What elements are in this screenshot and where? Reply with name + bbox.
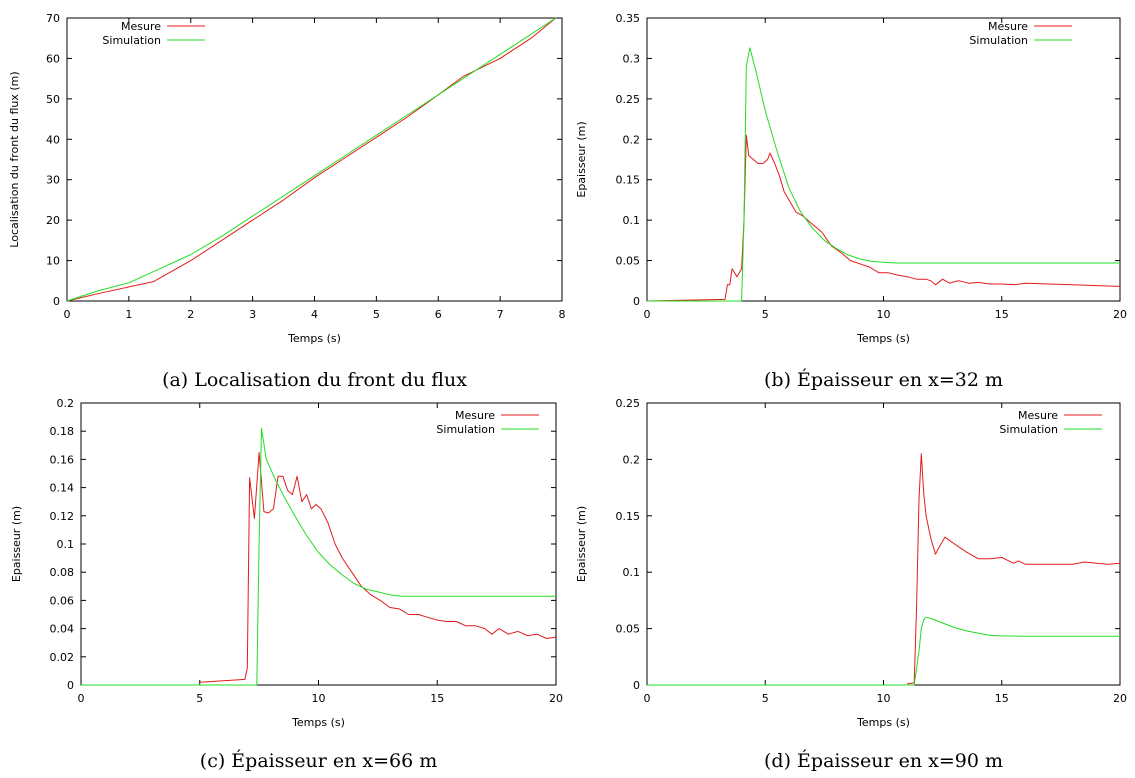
x-tick-label: 5 <box>196 692 203 705</box>
y-tick-label: 0.14 <box>50 482 75 495</box>
plot-frame <box>66 17 563 302</box>
x-tick-label: 0 <box>644 692 651 705</box>
chart-panel: 0 5 10 15 20 0 0.05 0.1 0.15 0.2 0.25 Temps (s) Epai… <box>575 397 1127 772</box>
legend-label: Mesure <box>121 20 161 33</box>
y-tick-label: 0.16 <box>50 453 75 466</box>
y-tick-label: 0.12 <box>50 510 75 523</box>
y-tick-label: 0.2 <box>57 397 75 410</box>
y-tick-label: 0.2 <box>623 133 641 146</box>
y-tick-label: 0.02 <box>50 651 75 664</box>
legend-label: Simulation <box>436 423 495 436</box>
y-tick-label: 0 <box>633 679 640 692</box>
series-line-mesure <box>907 453 1121 685</box>
y-tick-label: 10 <box>46 255 60 268</box>
y-tick-label: 0 <box>633 295 640 308</box>
chart-panel: 0 5 10 15 20 0 0.05 0.1 0.15 0.2 0.25 0.3 0.35 Temps … <box>575 12 1127 391</box>
x-tick-label: 15 <box>430 692 444 705</box>
y-tick-label: 0.25 <box>616 397 641 410</box>
y-axis-label: Epaisseur (m) <box>10 506 23 582</box>
x-tick-label: 7 <box>497 308 504 321</box>
y-tick-label: 0.06 <box>50 594 75 607</box>
y-tick-label: 0.05 <box>616 255 641 268</box>
x-tick-label: 3 <box>249 308 256 321</box>
chart-panel: 0 1 2 3 4 5 6 7 8 0 10 20 30 40 50 60 70 Temps (s) Localis… <box>8 12 566 391</box>
y-tick-label: 0.1 <box>623 214 641 227</box>
plot-frame <box>80 402 557 686</box>
y-axis-label: Epaisseur (m) <box>575 506 588 582</box>
series-line-mesure <box>66 17 557 302</box>
x-tick-label: 0 <box>78 692 85 705</box>
x-tick-label: 20 <box>549 692 563 705</box>
x-axis-label: Temps (s) <box>856 332 910 345</box>
series-line-mesure <box>199 451 557 683</box>
y-tick-label: 0.05 <box>616 623 641 636</box>
x-tick-label: 2 <box>187 308 194 321</box>
series-line-simulation <box>66 17 557 302</box>
figure-caption: (c) Épaisseur en x=66 m <box>200 749 437 772</box>
x-tick-label: 10 <box>877 692 891 705</box>
x-tick-label: 0 <box>64 308 71 321</box>
x-tick-label: 4 <box>311 308 318 321</box>
x-tick-label: 5 <box>762 692 769 705</box>
y-tick-label: 30 <box>46 174 60 187</box>
legend-label: Simulation <box>102 34 161 47</box>
legend-label: Simulation <box>969 34 1028 47</box>
plot-frame <box>646 17 1121 302</box>
x-axis-label: Temps (s) <box>291 716 345 729</box>
y-tick-label: 0.15 <box>616 510 641 523</box>
x-tick-label: 1 <box>125 308 132 321</box>
y-tick-label: 20 <box>46 214 60 227</box>
y-tick-label: 0.18 <box>50 425 75 438</box>
series-line-simulation <box>647 47 1120 302</box>
figure-caption: (b) Épaisseur en x=32 m <box>764 368 1003 391</box>
x-tick-label: 15 <box>995 308 1009 321</box>
y-tick-label: 0.1 <box>623 566 641 579</box>
y-axis-label: Localisation du front du flux (m) <box>8 71 21 247</box>
y-tick-label: 0.3 <box>623 52 641 65</box>
x-axis-label: Temps (s) <box>856 716 910 729</box>
x-tick-label: 5 <box>373 308 380 321</box>
y-tick-label: 60 <box>46 52 60 65</box>
y-tick-label: 40 <box>46 133 60 146</box>
x-tick-label: 10 <box>877 308 891 321</box>
y-tick-label: 0 <box>67 679 74 692</box>
legend-label: Simulation <box>999 423 1058 436</box>
series-line-simulation <box>647 616 1120 686</box>
x-tick-label: 0 <box>644 308 651 321</box>
legend-label: Mesure <box>988 20 1028 33</box>
series-line-simulation <box>81 427 556 686</box>
y-tick-label: 0.1 <box>57 538 75 551</box>
y-tick-label: 50 <box>46 93 60 106</box>
x-tick-label: 8 <box>559 308 566 321</box>
y-tick-label: 0.35 <box>616 12 641 25</box>
x-tick-label: 20 <box>1113 692 1127 705</box>
y-tick-label: 0.25 <box>616 93 641 106</box>
x-tick-label: 10 <box>312 692 326 705</box>
legend-label: Mesure <box>455 409 495 422</box>
legend-label: Mesure <box>1018 409 1058 422</box>
x-tick-label: 5 <box>762 308 769 321</box>
y-tick-label: 0.08 <box>50 566 75 579</box>
y-tick-label: 0.04 <box>50 623 75 636</box>
figure-caption: (d) Épaisseur en x=90 m <box>764 749 1003 772</box>
y-tick-label: 0.15 <box>616 174 641 187</box>
series-line-mesure <box>646 134 1121 302</box>
x-axis-label: Temps (s) <box>287 332 341 345</box>
x-tick-label: 15 <box>995 692 1009 705</box>
figure-caption: (a) Localisation du front du flux <box>162 369 467 391</box>
x-tick-label: 20 <box>1113 308 1127 321</box>
y-tick-label: 70 <box>46 12 60 25</box>
y-axis-label: Epaisseur (m) <box>575 121 588 197</box>
x-tick-label: 6 <box>435 308 442 321</box>
chart-panel: 0 5 10 15 20 0 0.02 0.04 0.06 0.08 0.1 0.12 0.14 0.16… <box>10 397 563 772</box>
plot-frame <box>646 402 1121 686</box>
y-tick-label: 0 <box>53 295 60 308</box>
y-tick-label: 0.2 <box>623 453 641 466</box>
